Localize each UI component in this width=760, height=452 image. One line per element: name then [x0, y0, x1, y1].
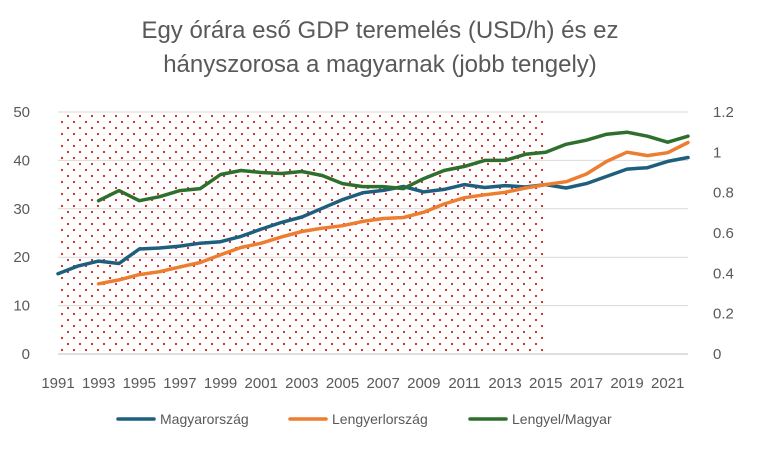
chart-title-line-1: Egy órára eső GDP teremelés (USD/h) és e…: [141, 17, 619, 44]
x-tick-label: 2003: [285, 375, 318, 392]
series-line-2: [96, 140, 690, 286]
y-right-tick-label: 0.8: [713, 185, 734, 202]
x-tick-label: 1999: [204, 375, 237, 392]
x-tick-label: 2009: [407, 375, 440, 392]
x-tick-label: 2005: [326, 375, 359, 392]
gridlines: [58, 111, 688, 355]
x-tick-label: 2011: [448, 375, 480, 392]
x-tick-label: 2007: [366, 375, 399, 392]
legend-label-1: Magyarország: [160, 411, 249, 427]
series-line-1: [56, 155, 690, 276]
chart-title: Egy órára eső GDP teremelés (USD/h) és e…: [0, 14, 760, 82]
chart-title-line-2: hányszorosa a magyarnak (jobb tengely): [163, 51, 597, 78]
y-left-tick-label: 10: [13, 298, 30, 315]
x-tick-label: 1993: [82, 375, 115, 392]
y-left-tick-label: 40: [13, 152, 30, 169]
x-tick-label: 1991: [41, 375, 74, 392]
x-tick-label: 1997: [163, 375, 196, 392]
y-left-tick-label: 0: [22, 346, 30, 363]
y-left-tick-label: 20: [13, 249, 30, 266]
y-right-tick-label: 1.2: [713, 104, 734, 121]
x-tick-label: 2015: [529, 375, 562, 392]
x-tick-label: 2019: [610, 375, 643, 392]
x-tick-label: 2017: [570, 375, 603, 392]
legend: Magyarország Lengyerlország Lengyel/Magyar: [116, 411, 612, 427]
x-tick-label: 1995: [123, 375, 156, 392]
legend-label-2: Lengyerlország: [332, 411, 428, 427]
x-tick-label: 2021: [651, 375, 684, 392]
y-right-tick-label: 1: [713, 144, 721, 161]
y-right-tick-label: 0.4: [713, 265, 734, 282]
series-lines: [56, 130, 690, 286]
y-left-tick-label: 30: [13, 201, 30, 218]
x-tick-label: 2001: [245, 375, 278, 392]
series-line-3: [96, 130, 690, 203]
y-right-tick-label: 0.6: [713, 225, 734, 242]
y-right-tick-label: 0: [713, 346, 721, 363]
x-tick-label: 2013: [488, 375, 521, 392]
axis-labels: 0 10 20 30 40 50 0 0.2 0.4 0.6 0.8 1 1.2 1991 1993 1995…: [13, 104, 734, 392]
y-right-tick-label: 0.2: [713, 306, 734, 323]
y-left-tick-label: 50: [13, 104, 30, 121]
legend-label-3: Lengyel/Magyar: [512, 411, 612, 427]
